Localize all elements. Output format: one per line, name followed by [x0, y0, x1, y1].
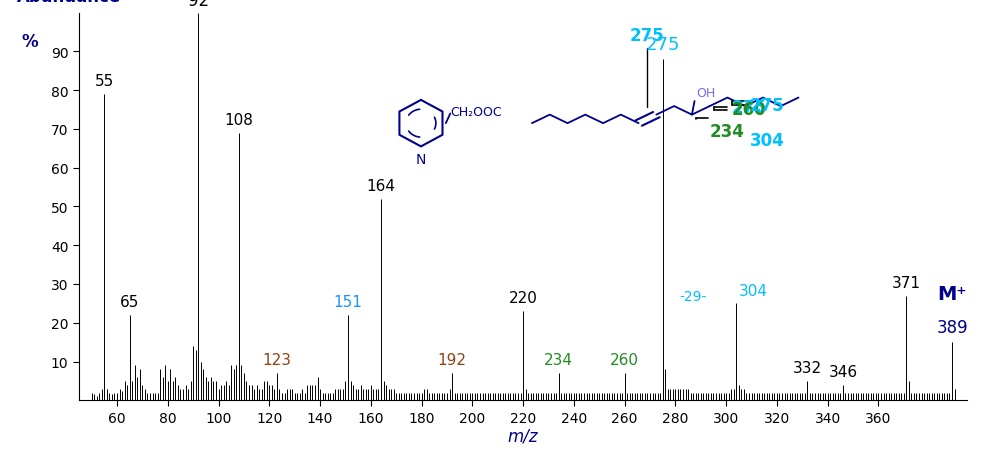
Text: 65: 65 [120, 294, 139, 309]
X-axis label: m/z: m/z [507, 426, 538, 444]
Text: 55: 55 [95, 74, 113, 89]
Text: 275: 275 [645, 36, 679, 54]
Text: 332: 332 [792, 360, 821, 375]
Text: 260: 260 [609, 353, 639, 368]
Text: 123: 123 [262, 353, 291, 368]
Text: 304: 304 [749, 131, 784, 150]
Text: -29-: -29- [678, 289, 706, 303]
Text: 92: 92 [187, 0, 209, 10]
Text: 275: 275 [629, 27, 665, 45]
Text: 164: 164 [366, 178, 395, 193]
Text: 275: 275 [732, 99, 766, 116]
Text: N: N [415, 153, 426, 167]
Text: 371: 371 [891, 275, 920, 290]
Text: 220: 220 [508, 291, 537, 306]
Text: 346: 346 [827, 364, 857, 379]
Text: M⁺: M⁺ [936, 285, 965, 304]
Text: 108: 108 [224, 113, 253, 128]
Text: CH₂OOC: CH₂OOC [450, 106, 502, 119]
Text: 304: 304 [739, 283, 767, 298]
Text: 151: 151 [333, 294, 362, 309]
Text: OH: OH [696, 87, 715, 100]
Text: 260: 260 [732, 101, 766, 119]
Text: 192: 192 [437, 353, 466, 368]
Text: 234: 234 [709, 123, 743, 141]
Text: 275: 275 [749, 97, 784, 115]
Text: 234: 234 [543, 353, 573, 368]
Text: %: % [22, 33, 37, 51]
Text: 389: 389 [936, 318, 967, 337]
Text: Abundance: Abundance [17, 0, 121, 6]
